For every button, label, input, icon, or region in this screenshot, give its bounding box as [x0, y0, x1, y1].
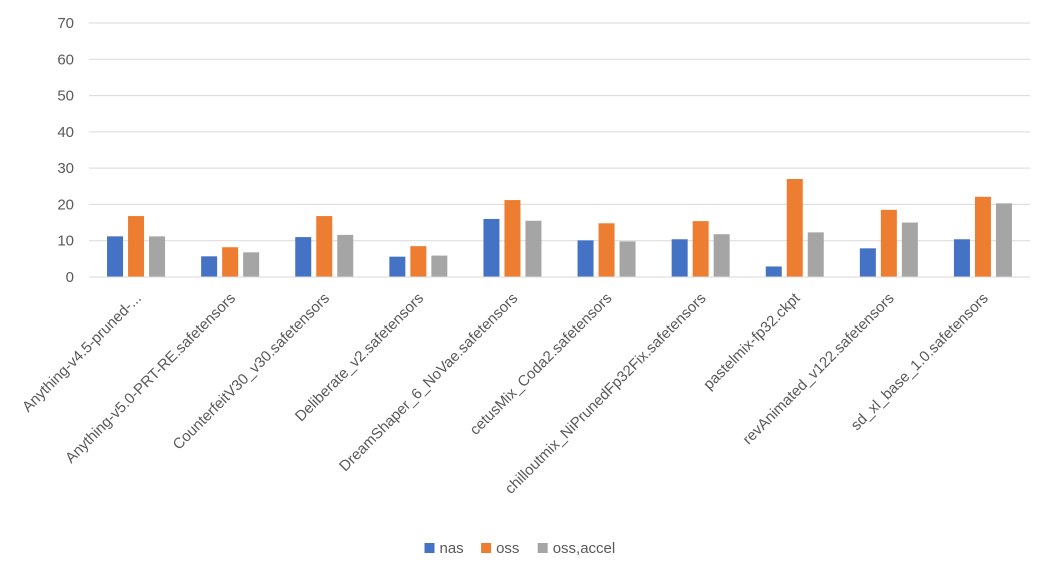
bar-nas	[483, 218, 500, 277]
bar-oss-accel	[243, 252, 260, 277]
legend-swatch	[424, 543, 435, 553]
bar-nas	[671, 239, 688, 277]
bar-oss-accel	[525, 220, 542, 277]
bar-oss-accel	[713, 234, 730, 277]
bar-oss	[880, 209, 897, 277]
bar-oss-accel	[431, 255, 448, 277]
x-axis-ticks: Anything-v4.5-pruned-...Anything-v5.0-PR…	[19, 289, 992, 497]
bar-oss	[316, 216, 333, 277]
bar-oss-accel	[807, 232, 824, 277]
y-tick-label: 40	[57, 124, 74, 141]
y-tick-label: 0	[66, 269, 74, 286]
y-tick-label: 10	[57, 233, 74, 250]
bar-nas	[107, 236, 124, 277]
bar-nas	[953, 239, 970, 277]
x-tick-label: Anything-v5.0-PRT-RE.safetensors	[62, 290, 239, 467]
legend-item-oss-accel: oss,accel	[537, 540, 616, 557]
legend-label: nas	[440, 540, 464, 557]
y-tick-label: 60	[57, 51, 74, 68]
bar-oss	[692, 221, 709, 277]
bar-nas	[859, 248, 876, 277]
gridlines	[89, 22, 1030, 242]
bar-nas	[577, 240, 594, 277]
bar-oss	[504, 200, 521, 277]
x-tick-label: pastelmix-fp32.ckpt	[700, 289, 804, 393]
bar-oss-accel	[149, 236, 166, 277]
y-tick-label: 70	[57, 15, 74, 32]
bar-oss-accel	[995, 203, 1012, 277]
y-tick-label: 50	[57, 88, 74, 105]
bar-nas	[765, 266, 782, 277]
legend-swatch	[481, 543, 492, 553]
legend-label: oss	[496, 540, 519, 557]
legend-item-oss: oss	[481, 540, 519, 557]
legend-swatch	[537, 543, 548, 553]
bar-oss-accel	[619, 241, 636, 277]
bar-oss-accel	[337, 234, 354, 277]
x-tick-label: CounterfeitV30_v30.safetensors	[170, 290, 334, 454]
legend-item-nas: nas	[424, 540, 464, 557]
bar-oss	[222, 247, 239, 277]
legend: nas oss oss,accel	[424, 540, 616, 557]
legend-label: oss,accel	[553, 540, 616, 557]
x-tick-label: chilloutmix_NiPrunedFp32Fix.safetensors	[502, 290, 710, 498]
bar-oss	[598, 223, 615, 277]
bar-nas	[201, 256, 218, 277]
y-tick-label: 30	[57, 160, 74, 177]
bars	[107, 179, 1012, 277]
y-axis-ticks: 0 10 20 30 40 50 60 70	[57, 15, 74, 286]
bar-nas	[389, 256, 406, 277]
bar-nas	[295, 237, 312, 277]
y-tick-label: 20	[57, 196, 74, 213]
bar-oss	[786, 179, 803, 277]
bar-oss	[410, 246, 427, 277]
x-tick-label: DreamShaper_6_NoVae.safetensors	[336, 290, 521, 475]
bar-oss	[974, 196, 991, 277]
bar-oss	[128, 216, 145, 277]
bar-oss-accel	[901, 222, 918, 277]
x-tick-label: revAnimated_v122.safetensors	[739, 290, 897, 448]
